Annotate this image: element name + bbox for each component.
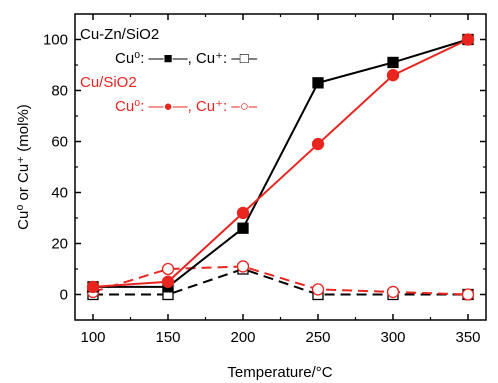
- series-cu-sio2-cu-: [86, 33, 475, 294]
- axes: 100 150 200 250 300 350 0 20 40 60 80 100: [43, 14, 486, 346]
- series-cu-zn-sio2-cu-: [87, 263, 474, 301]
- legend-entry-cu-zn: Cu⁰: —■—, Cu⁺: –□–: [115, 50, 258, 67]
- series-line: [93, 267, 468, 296]
- x-tick-label: 350: [455, 329, 480, 346]
- series-cu-zn-sio2-cu-: [87, 33, 474, 293]
- x-tick-label: 200: [230, 329, 255, 346]
- data-point: [461, 33, 475, 46]
- data-point: [386, 69, 400, 82]
- series-line: [93, 38, 469, 288]
- data-point: [237, 222, 249, 234]
- y-tick-label: 20: [51, 236, 68, 253]
- x-tick-label: 300: [380, 329, 405, 346]
- legend-entry-cu: Cu⁰: —●—, Cu⁺: –○–: [115, 98, 258, 115]
- series-line: [92, 38, 469, 288]
- y-tick-label: 100: [43, 32, 68, 49]
- y-tick-label: 0: [60, 287, 68, 304]
- data-point: [161, 262, 175, 276]
- x-tick-label: 150: [155, 329, 180, 346]
- legend-group-label-cu: Cu/SiO2: [80, 74, 137, 91]
- series-line: [92, 265, 469, 296]
- x-tick-label: 100: [80, 329, 105, 346]
- data-point: [311, 283, 325, 296]
- data-point: [236, 260, 250, 273]
- series-layer: [86, 33, 475, 301]
- legend-group-label-cu-zn: Cu-Zn/SiO2: [80, 26, 159, 43]
- y-tick-label: 80: [51, 83, 68, 100]
- data-point: [387, 56, 399, 69]
- data-point: [311, 137, 325, 151]
- data-point: [386, 285, 400, 299]
- data-point: [161, 275, 175, 288]
- data-point: [236, 206, 250, 220]
- y-tick-label: 40: [51, 185, 68, 202]
- data-point: [461, 288, 475, 301]
- data-point: [86, 280, 100, 294]
- legend: Cu-Zn/SiO2 Cu⁰: —■—, Cu⁺: –□– Cu/SiO2 Cu…: [80, 26, 258, 115]
- x-tick-label: 250: [305, 329, 330, 346]
- data-point: [312, 77, 324, 89]
- x-axis-label: Temperature/°C: [227, 364, 332, 381]
- y-axis-label: Cu⁰ or Cu⁺ (mol%): [15, 104, 32, 230]
- y-tick-label: 60: [51, 134, 68, 151]
